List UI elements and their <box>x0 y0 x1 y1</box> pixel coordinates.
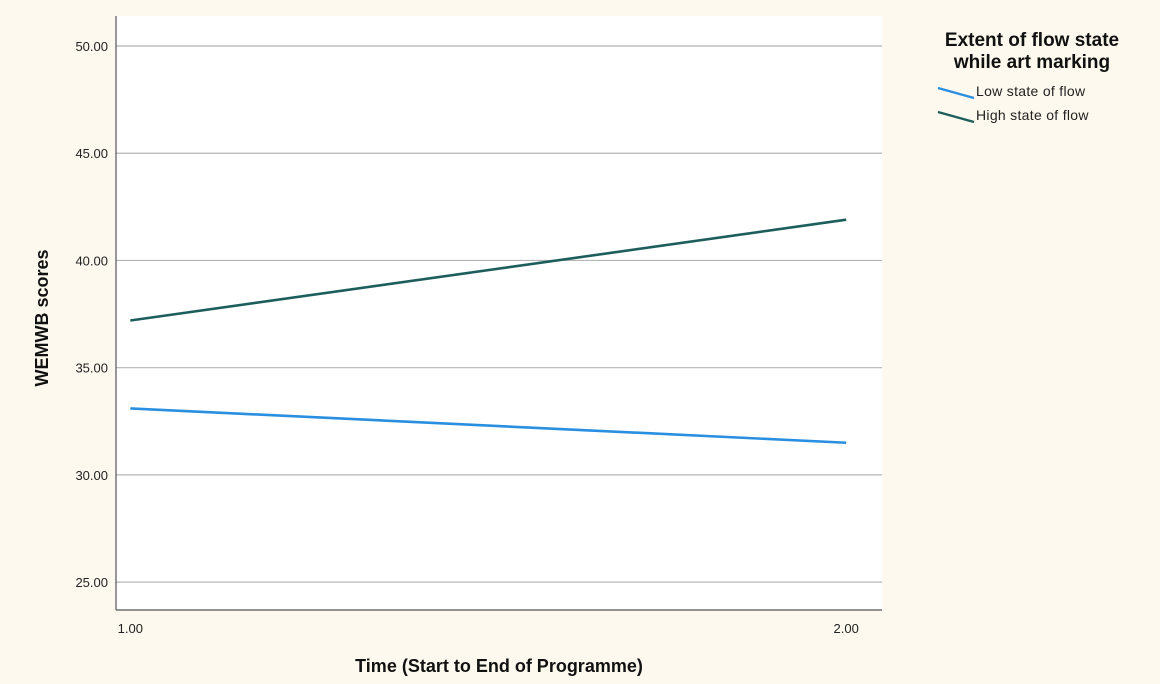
y-tick-label: 45.00 <box>75 146 108 161</box>
legend-title-line-2: while art marking <box>953 52 1111 73</box>
grid-lines <box>116 45 882 583</box>
y-tick-label: 50.00 <box>75 39 108 54</box>
legend-title: Extent of flow state while art marking <box>912 30 1152 74</box>
legend: Extent of flow state while art marking L… <box>912 30 1152 128</box>
y-tick-label: 40.00 <box>75 253 108 268</box>
series-line-low-flow <box>130 407 847 445</box>
x-axis-title: Time (Start to End of Programme) <box>355 656 643 676</box>
y-axis-title: WEMWB scores <box>32 249 52 386</box>
y-tick-label: 35.00 <box>75 361 108 376</box>
x-tick-label: 1.00 <box>118 621 143 636</box>
x-tick-label: 2.00 <box>834 621 859 636</box>
legend-label-high-flow: High state of flow <box>976 107 1089 123</box>
legend-item-high-flow: High state of flow <box>912 106 1152 128</box>
legend-title-line-1: Extent of flow state <box>944 30 1120 51</box>
x-tick-labels: 1.00 2.00 <box>118 621 859 636</box>
legend-label-low-flow: Low state of flow <box>976 83 1086 99</box>
plot-area <box>116 16 882 610</box>
legend-swatch-low-flow <box>937 86 975 100</box>
series-lines <box>130 218 847 445</box>
legend-swatch-high-flow <box>937 110 975 124</box>
y-tick-label: 30.00 <box>75 468 108 483</box>
legend-item-low-flow: Low state of flow <box>912 82 1152 104</box>
y-tick-labels: 25.00 30.00 35.00 40.00 45.00 50.00 <box>75 39 108 590</box>
y-tick-label: 25.00 <box>75 575 108 590</box>
series-line-high-flow <box>130 218 847 322</box>
